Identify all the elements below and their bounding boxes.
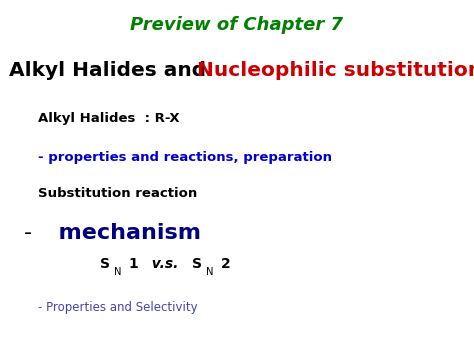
Text: 1: 1 — [128, 257, 138, 272]
Text: - properties and reactions, preparation: - properties and reactions, preparation — [38, 152, 332, 164]
Text: -: - — [24, 223, 32, 242]
Text: Alkyl Halides  : R-X: Alkyl Halides : R-X — [38, 113, 180, 125]
Text: 2: 2 — [220, 257, 230, 272]
Text: Substitution reaction: Substitution reaction — [38, 187, 197, 200]
Text: - Properties and Selectivity: - Properties and Selectivity — [38, 301, 198, 313]
Text: Alkyl Halides and: Alkyl Halides and — [9, 61, 214, 81]
Text: v.s.: v.s. — [142, 257, 183, 272]
Text: Preview of Chapter 7: Preview of Chapter 7 — [130, 16, 344, 34]
Text: N: N — [206, 267, 214, 277]
Text: Nucleophilic substitution: Nucleophilic substitution — [197, 61, 474, 81]
Text: N: N — [114, 267, 121, 277]
Text: mechanism: mechanism — [43, 223, 201, 242]
Text: S: S — [192, 257, 202, 272]
Text: S: S — [100, 257, 109, 272]
